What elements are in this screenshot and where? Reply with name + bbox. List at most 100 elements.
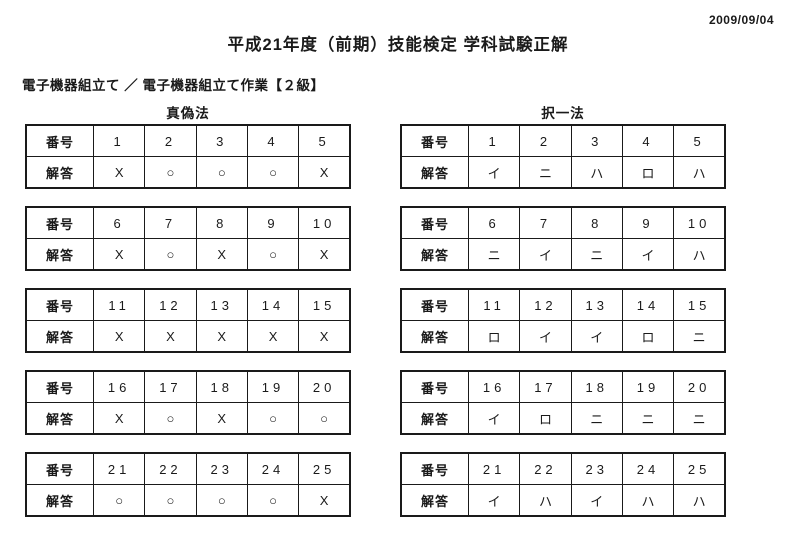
table-row: 解答イニハロハ <box>400 156 726 189</box>
question-number-cell: 10 <box>298 206 351 239</box>
answer-cell: イ <box>519 320 572 353</box>
answer-cell: ○ <box>195 484 248 517</box>
question-number-cell: 11 <box>92 288 146 321</box>
answer-table: 番号 16 17 18 19 20 解答 X ○ X ○ ○ <box>25 370 351 435</box>
question-number-cell: 22 <box>144 452 197 485</box>
answer-cell: X <box>298 320 351 353</box>
answer-cell: イ <box>519 238 572 271</box>
row-label-number: 番号 <box>400 124 469 157</box>
question-number-cell: 4 <box>621 124 675 157</box>
table-row: 解答 ○ ○ ○ ○ X <box>25 484 351 517</box>
question-number-cell: 18 <box>195 370 248 403</box>
question-number-cell: 14 <box>621 288 675 321</box>
table-row: 解答 X ○ X ○ X <box>25 238 351 271</box>
table-row: 番号 11 12 13 14 15 <box>400 288 726 321</box>
question-number-cell: 8 <box>570 206 623 239</box>
answer-cell: X <box>92 238 146 271</box>
question-number-cell: 20 <box>298 370 351 403</box>
tables-multiple-choice: 番号 1 2 3 4 5 解答イニハロハ番号 6 7 8 9 10 解答ニイニイハ番号 11 12 13 14 1… <box>400 124 726 517</box>
answer-cell: ○ <box>246 484 300 517</box>
answer-cell: ハ <box>621 484 675 517</box>
answer-cell: X <box>92 402 146 435</box>
table-row: 番号 6 7 8 9 10 <box>400 206 726 239</box>
question-number-cell: 6 <box>92 206 146 239</box>
table-row: 番号 21 22 23 24 25 <box>25 452 351 485</box>
row-label-number: 番号 <box>400 206 469 239</box>
question-number-cell: 24 <box>621 452 675 485</box>
question-number-cell: 3 <box>195 124 248 157</box>
answer-cell: ○ <box>246 238 300 271</box>
question-number-cell: 12 <box>144 288 197 321</box>
row-label-answer: 解答 <box>25 402 94 435</box>
answer-cell: X <box>195 238 248 271</box>
answer-cell: X <box>298 238 351 271</box>
question-number-cell: 11 <box>467 288 521 321</box>
row-label-answer: 解答 <box>400 320 469 353</box>
section-multiple-choice: 択一法 番号 1 2 3 4 5 解答イニハロハ番号 6 7 8 9 10 解答ニイニイハ番号 11 12 1… <box>400 102 726 534</box>
answer-cell: ハ <box>519 484 572 517</box>
question-number-cell: 23 <box>195 452 248 485</box>
row-label-answer: 解答 <box>25 484 94 517</box>
question-number-cell: 17 <box>519 370 572 403</box>
answer-cell: ハ <box>673 156 726 189</box>
answer-cell: ニ <box>570 402 623 435</box>
question-number-cell: 18 <box>570 370 623 403</box>
answer-cell: ○ <box>144 484 197 517</box>
answer-cell: ○ <box>246 156 300 189</box>
row-label-answer: 解答 <box>400 402 469 435</box>
row-label-number: 番号 <box>25 124 94 157</box>
answer-cell: イ <box>467 156 521 189</box>
row-label-number: 番号 <box>400 452 469 485</box>
table-row: 解答イハイハハ <box>400 484 726 517</box>
page-title: 平成21年度（前期）技能検定 学科試験正解 <box>227 36 569 54</box>
answer-table: 番号 21 22 23 24 25 解答 ○ ○ ○ ○ X <box>25 452 351 517</box>
row-label-answer: 解答 <box>25 320 94 353</box>
answer-cell: ニ <box>621 402 675 435</box>
answer-cell: ニ <box>673 320 726 353</box>
answer-cell: X <box>195 320 248 353</box>
answer-table: 番号 11 12 13 14 15 解答 X X X X X <box>25 288 351 353</box>
question-number-cell: 1 <box>92 124 146 157</box>
question-number-cell: 10 <box>673 206 726 239</box>
answer-cell: ○ <box>92 484 146 517</box>
answer-table: 番号 21 22 23 24 25 解答イハイハハ <box>400 452 726 517</box>
question-number-cell: 1 <box>467 124 521 157</box>
section-title-true-false: 真偽法 <box>166 106 210 121</box>
table-row: 解答ニイニイハ <box>400 238 726 271</box>
answer-cell: ロ <box>519 402 572 435</box>
row-label-answer: 解答 <box>400 238 469 271</box>
answer-table: 番号 16 17 18 19 20 解答イロニニニ <box>400 370 726 435</box>
table-row: 番号 11 12 13 14 15 <box>25 288 351 321</box>
question-number-cell: 12 <box>519 288 572 321</box>
table-row: 番号 21 22 23 24 25 <box>400 452 726 485</box>
table-row: 番号 6 7 8 9 10 <box>25 206 351 239</box>
question-number-cell: 7 <box>519 206 572 239</box>
answer-cell: ロ <box>467 320 521 353</box>
table-row: 解答 X ○ X ○ ○ <box>25 402 351 435</box>
answer-cell: ハ <box>570 156 623 189</box>
answer-cell: X <box>92 156 146 189</box>
question-number-cell: 13 <box>195 288 248 321</box>
section-title-multiple-choice: 択一法 <box>541 106 585 121</box>
question-number-cell: 17 <box>144 370 197 403</box>
question-number-cell: 9 <box>621 206 675 239</box>
question-number-cell: 19 <box>246 370 300 403</box>
answer-cell: X <box>246 320 300 353</box>
question-number-cell: 14 <box>246 288 300 321</box>
question-number-cell: 6 <box>467 206 521 239</box>
row-label-number: 番号 <box>25 452 94 485</box>
row-label-answer: 解答 <box>25 156 94 189</box>
row-label-number: 番号 <box>25 370 94 403</box>
answer-cell: X <box>298 156 351 189</box>
question-number-cell: 16 <box>467 370 521 403</box>
question-number-cell: 13 <box>570 288 623 321</box>
table-row: 番号 1 2 3 4 5 <box>25 124 351 157</box>
question-number-cell: 16 <box>92 370 146 403</box>
answer-cell: ○ <box>195 156 248 189</box>
answer-cell: イ <box>570 484 623 517</box>
answer-cell: ニ <box>570 238 623 271</box>
answer-cell: ○ <box>144 402 197 435</box>
answer-cell: ハ <box>673 484 726 517</box>
answer-table: 番号 1 2 3 4 5 解答イニハロハ <box>400 124 726 189</box>
document-date: 2009/09/04 <box>708 13 774 27</box>
